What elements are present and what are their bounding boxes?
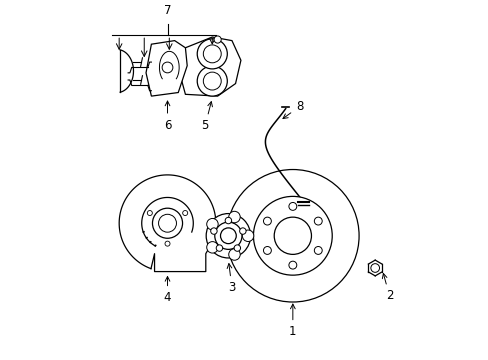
Circle shape — [206, 242, 218, 253]
Circle shape — [234, 245, 240, 251]
Circle shape — [158, 214, 176, 232]
Circle shape — [210, 228, 217, 234]
Polygon shape — [146, 41, 187, 96]
Circle shape — [239, 228, 245, 234]
Circle shape — [228, 211, 240, 223]
Circle shape — [206, 213, 250, 258]
Circle shape — [314, 247, 322, 255]
Circle shape — [162, 62, 173, 73]
Circle shape — [214, 36, 221, 43]
Circle shape — [224, 217, 231, 224]
Circle shape — [228, 249, 240, 260]
Circle shape — [226, 170, 358, 302]
Text: 7: 7 — [163, 4, 171, 17]
Text: 2: 2 — [382, 274, 392, 302]
Circle shape — [183, 211, 187, 216]
Circle shape — [288, 202, 296, 210]
Text: 8: 8 — [283, 100, 303, 118]
Circle shape — [220, 228, 236, 244]
Circle shape — [274, 217, 311, 255]
Text: 4: 4 — [163, 276, 171, 304]
Text: 5: 5 — [201, 102, 212, 132]
Circle shape — [164, 241, 170, 246]
Circle shape — [314, 217, 322, 225]
Circle shape — [242, 230, 253, 242]
Text: 6: 6 — [163, 101, 171, 132]
Circle shape — [214, 222, 242, 249]
Circle shape — [197, 39, 227, 69]
Circle shape — [203, 45, 221, 63]
Circle shape — [263, 247, 271, 255]
Text: 3: 3 — [226, 264, 235, 294]
Circle shape — [263, 217, 271, 225]
Circle shape — [203, 72, 221, 90]
Circle shape — [253, 196, 331, 275]
Circle shape — [206, 219, 218, 230]
Circle shape — [152, 208, 182, 238]
Circle shape — [288, 261, 296, 269]
Circle shape — [147, 211, 152, 216]
Circle shape — [216, 245, 222, 251]
Circle shape — [197, 66, 227, 96]
Circle shape — [370, 264, 379, 272]
Text: 1: 1 — [288, 304, 296, 338]
